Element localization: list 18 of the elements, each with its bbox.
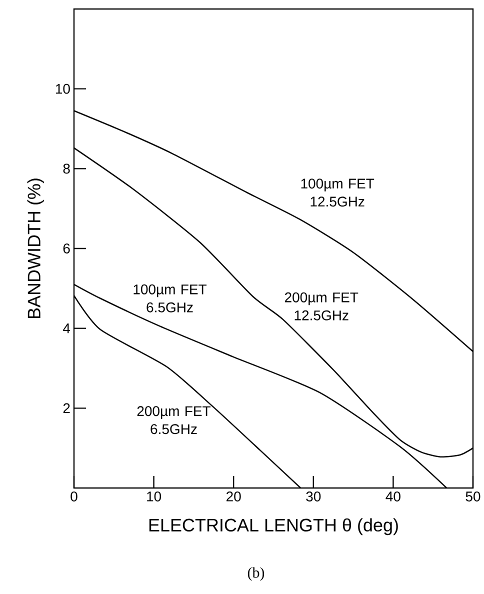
x-tick-label: 50: [466, 492, 480, 502]
series-label: 200µm FET 12.5GHz: [284, 292, 358, 320]
x-tick-label: 40: [386, 492, 400, 502]
x-tick-label: 30: [306, 492, 321, 502]
y-axis-title: BANDWIDTH (%): [27, 178, 44, 318]
series-label: 100µm FET 6.5GHz: [134, 284, 206, 312]
y-tick-label: 4: [62, 324, 70, 334]
y-tick-label: 8: [63, 164, 70, 174]
x-tick-label: 20: [226, 492, 241, 502]
text: (b): [248, 567, 264, 581]
x-tick-label: 0: [70, 492, 78, 502]
series-label: 100µm FET 12.5GHz: [301, 178, 374, 207]
y-tick-label: 2: [63, 403, 70, 414]
y-tick-label: 10: [56, 84, 70, 94]
x-axis-title: ELECTRICAL LENGTH θ (deg): [149, 518, 398, 536]
series-label: 200µm FET 6.5GHz: [137, 406, 210, 434]
y-tick-label: 6: [63, 244, 70, 254]
x-tick-label: 10: [147, 492, 161, 502]
